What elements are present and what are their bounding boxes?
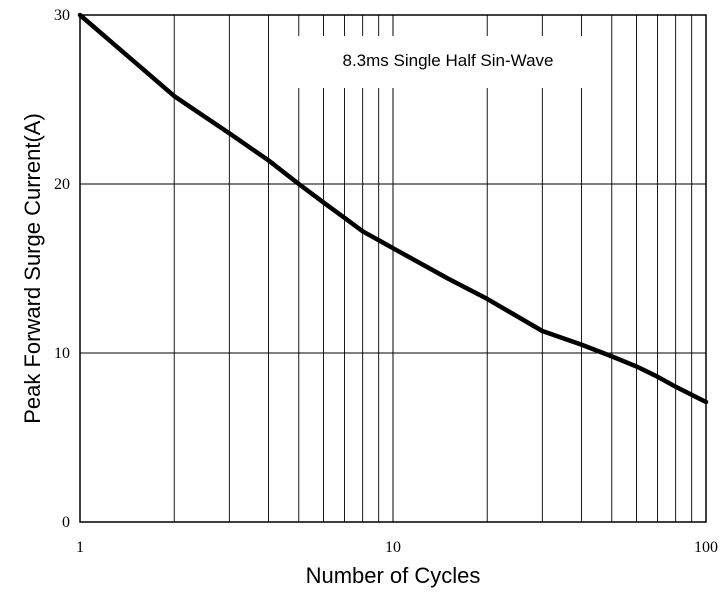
y-tick-label: 0 bbox=[62, 514, 70, 531]
x-tick-label: 1 bbox=[76, 539, 84, 556]
annotation-background bbox=[288, 36, 608, 88]
surge-curve-line bbox=[77, 12, 709, 405]
y-axis-label: Peak Forward Surge Current(A) bbox=[20, 113, 45, 424]
y-tick-label: 30 bbox=[54, 7, 70, 24]
y-tick-label: 10 bbox=[54, 345, 70, 362]
annotation-text: 8.3ms Single Half Sin-Wave bbox=[342, 51, 553, 70]
y-tick-label: 20 bbox=[54, 176, 70, 193]
tick-labels: 1 10 100 0 10 20 30 bbox=[54, 7, 718, 556]
x-tick-label: 100 bbox=[694, 539, 718, 556]
x-axis-label: Number of Cycles bbox=[306, 563, 481, 588]
x-tick-label: 10 bbox=[385, 539, 401, 556]
grid-lines bbox=[80, 15, 706, 522]
plot-frame bbox=[79, 14, 707, 523]
